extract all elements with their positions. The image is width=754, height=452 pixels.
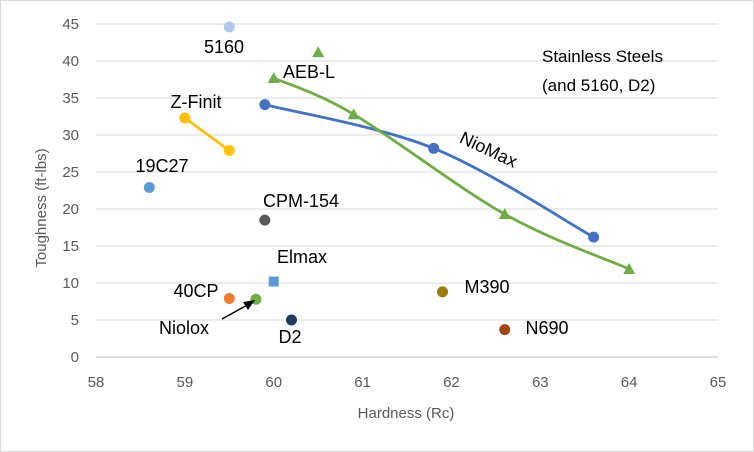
label-cpm-154: CPM-154	[263, 191, 339, 211]
marker-d2	[285, 314, 297, 326]
label-19c27: 19C27	[135, 156, 188, 176]
gridlines	[96, 23, 718, 358]
marker-aeb-l-0	[267, 72, 280, 84]
marker-elmax	[268, 276, 279, 287]
x-tick-65: 65	[710, 374, 727, 391]
marker-aeb-l-2	[498, 208, 511, 220]
series-lines	[184, 76, 630, 271]
x-tick-64: 64	[621, 374, 638, 391]
marker-aeb-l-extra-0	[312, 46, 325, 58]
annotation-line-1: Stainless Steels	[542, 47, 663, 66]
x-tick-labels: 58 59 60 61 62 63 64 65	[88, 374, 727, 391]
marker-40cp	[223, 293, 235, 305]
y-tick-5: 5	[71, 312, 79, 329]
label-40cp: 40CP	[173, 281, 218, 301]
data-markers	[143, 21, 636, 336]
annotation-line-2: (and 5160, D2)	[542, 76, 655, 95]
marker-cpm-154	[259, 214, 271, 226]
label-z-finit: Z-Finit	[171, 92, 222, 112]
x-tick-63: 63	[532, 374, 549, 391]
marker-niomax-1	[428, 142, 440, 154]
point-labels: 5160 19C27 CPM-154 Elmax 40CP Niolox D2 M390 N69…	[135, 37, 568, 347]
x-tick-62: 62	[443, 374, 460, 391]
marker-5160	[223, 21, 235, 33]
x-axis-title: Hardness (Rc)	[358, 405, 455, 422]
x-tick-58: 58	[88, 374, 105, 391]
y-axis-title: Toughness (ft-lbs)	[33, 148, 50, 267]
marker-niomax-2	[588, 231, 600, 243]
series-line-aeb-l	[273, 76, 630, 271]
marker-aeb-l-3	[623, 262, 636, 274]
y-tick-25: 25	[62, 164, 79, 181]
y-tick-45: 45	[62, 16, 79, 33]
label-aeb-l: AEB-L	[283, 62, 335, 82]
marker-m390	[437, 286, 449, 298]
niolox-arrowhead	[243, 300, 255, 310]
marker-niomax-0	[259, 99, 271, 111]
y-tick-labels: 0 5 10 15 20 25 30 35 40 45	[62, 16, 79, 366]
label-n690: N690	[525, 318, 568, 338]
label-5160: 5160	[204, 37, 244, 57]
label-niolox: Niolox	[159, 318, 209, 338]
series-line-z-finit	[184, 116, 231, 152]
label-niomax: NioMax	[457, 128, 521, 172]
y-tick-35: 35	[62, 90, 79, 107]
x-tick-60: 60	[265, 374, 282, 391]
marker-n690	[499, 324, 511, 336]
y-tick-15: 15	[62, 238, 79, 255]
y-tick-0: 0	[71, 349, 79, 366]
marker-aeb-l-1	[347, 108, 360, 120]
label-elmax: Elmax	[277, 247, 327, 267]
marker-z-finit-0	[179, 112, 191, 124]
y-tick-10: 10	[62, 275, 79, 292]
marker-z-finit-1	[223, 145, 235, 157]
x-tick-59: 59	[177, 374, 194, 391]
y-tick-40: 40	[62, 53, 79, 70]
y-tick-20: 20	[62, 201, 79, 218]
x-tick-61: 61	[354, 374, 371, 391]
label-m390: M390	[464, 277, 509, 297]
series-line-niomax	[264, 103, 595, 239]
label-d2: D2	[278, 327, 301, 347]
marker-19c27	[143, 182, 155, 194]
y-tick-30: 30	[62, 127, 79, 144]
